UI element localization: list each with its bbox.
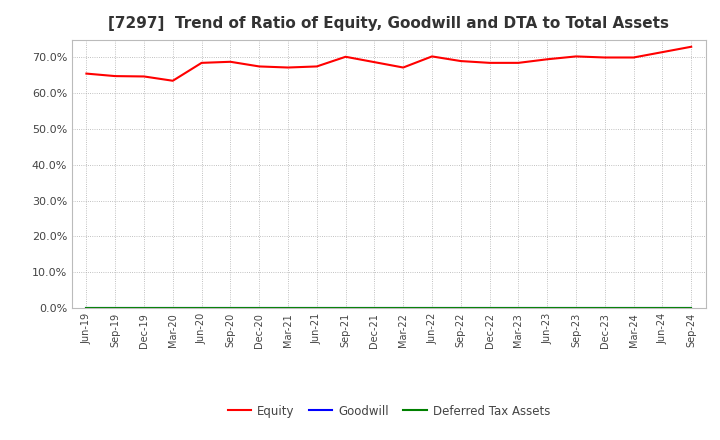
Equity xyxy=(572,54,580,59)
Deferred Tax Assets xyxy=(312,305,321,311)
Title: [7297]  Trend of Ratio of Equity, Goodwill and DTA to Total Assets: [7297] Trend of Ratio of Equity, Goodwil… xyxy=(108,16,670,32)
Goodwill xyxy=(341,305,350,311)
Goodwill xyxy=(197,305,206,311)
Equity xyxy=(341,54,350,59)
Deferred Tax Assets xyxy=(341,305,350,311)
Goodwill xyxy=(168,305,177,311)
Goodwill xyxy=(312,305,321,311)
Goodwill xyxy=(514,305,523,311)
Equity xyxy=(428,54,436,59)
Equity xyxy=(197,60,206,66)
Goodwill xyxy=(226,305,235,311)
Deferred Tax Assets xyxy=(456,305,465,311)
Goodwill xyxy=(370,305,379,311)
Deferred Tax Assets xyxy=(370,305,379,311)
Equity xyxy=(168,78,177,84)
Goodwill xyxy=(399,305,408,311)
Deferred Tax Assets xyxy=(485,305,494,311)
Equity xyxy=(370,59,379,65)
Deferred Tax Assets xyxy=(572,305,580,311)
Goodwill xyxy=(82,305,91,311)
Goodwill xyxy=(428,305,436,311)
Deferred Tax Assets xyxy=(168,305,177,311)
Equity xyxy=(456,59,465,64)
Equity xyxy=(111,73,120,79)
Goodwill xyxy=(572,305,580,311)
Equity xyxy=(399,65,408,70)
Equity xyxy=(543,57,552,62)
Deferred Tax Assets xyxy=(514,305,523,311)
Deferred Tax Assets xyxy=(226,305,235,311)
Goodwill xyxy=(140,305,148,311)
Deferred Tax Assets xyxy=(428,305,436,311)
Deferred Tax Assets xyxy=(284,305,292,311)
Deferred Tax Assets xyxy=(629,305,638,311)
Goodwill xyxy=(485,305,494,311)
Deferred Tax Assets xyxy=(543,305,552,311)
Goodwill xyxy=(111,305,120,311)
Equity xyxy=(312,64,321,69)
Equity xyxy=(140,74,148,79)
Deferred Tax Assets xyxy=(82,305,91,311)
Line: Equity: Equity xyxy=(86,47,691,81)
Equity xyxy=(600,55,609,60)
Equity xyxy=(514,60,523,66)
Equity xyxy=(687,44,696,49)
Equity xyxy=(629,55,638,60)
Goodwill xyxy=(456,305,465,311)
Equity xyxy=(485,60,494,66)
Equity xyxy=(255,64,264,69)
Deferred Tax Assets xyxy=(687,305,696,311)
Equity xyxy=(658,49,667,55)
Goodwill xyxy=(255,305,264,311)
Deferred Tax Assets xyxy=(255,305,264,311)
Goodwill xyxy=(600,305,609,311)
Goodwill xyxy=(658,305,667,311)
Goodwill xyxy=(687,305,696,311)
Goodwill xyxy=(629,305,638,311)
Deferred Tax Assets xyxy=(399,305,408,311)
Goodwill xyxy=(284,305,292,311)
Equity xyxy=(82,71,91,76)
Deferred Tax Assets xyxy=(111,305,120,311)
Legend: Equity, Goodwill, Deferred Tax Assets: Equity, Goodwill, Deferred Tax Assets xyxy=(223,400,554,422)
Deferred Tax Assets xyxy=(658,305,667,311)
Equity xyxy=(226,59,235,64)
Goodwill xyxy=(543,305,552,311)
Deferred Tax Assets xyxy=(197,305,206,311)
Deferred Tax Assets xyxy=(600,305,609,311)
Equity xyxy=(284,65,292,70)
Deferred Tax Assets xyxy=(140,305,148,311)
